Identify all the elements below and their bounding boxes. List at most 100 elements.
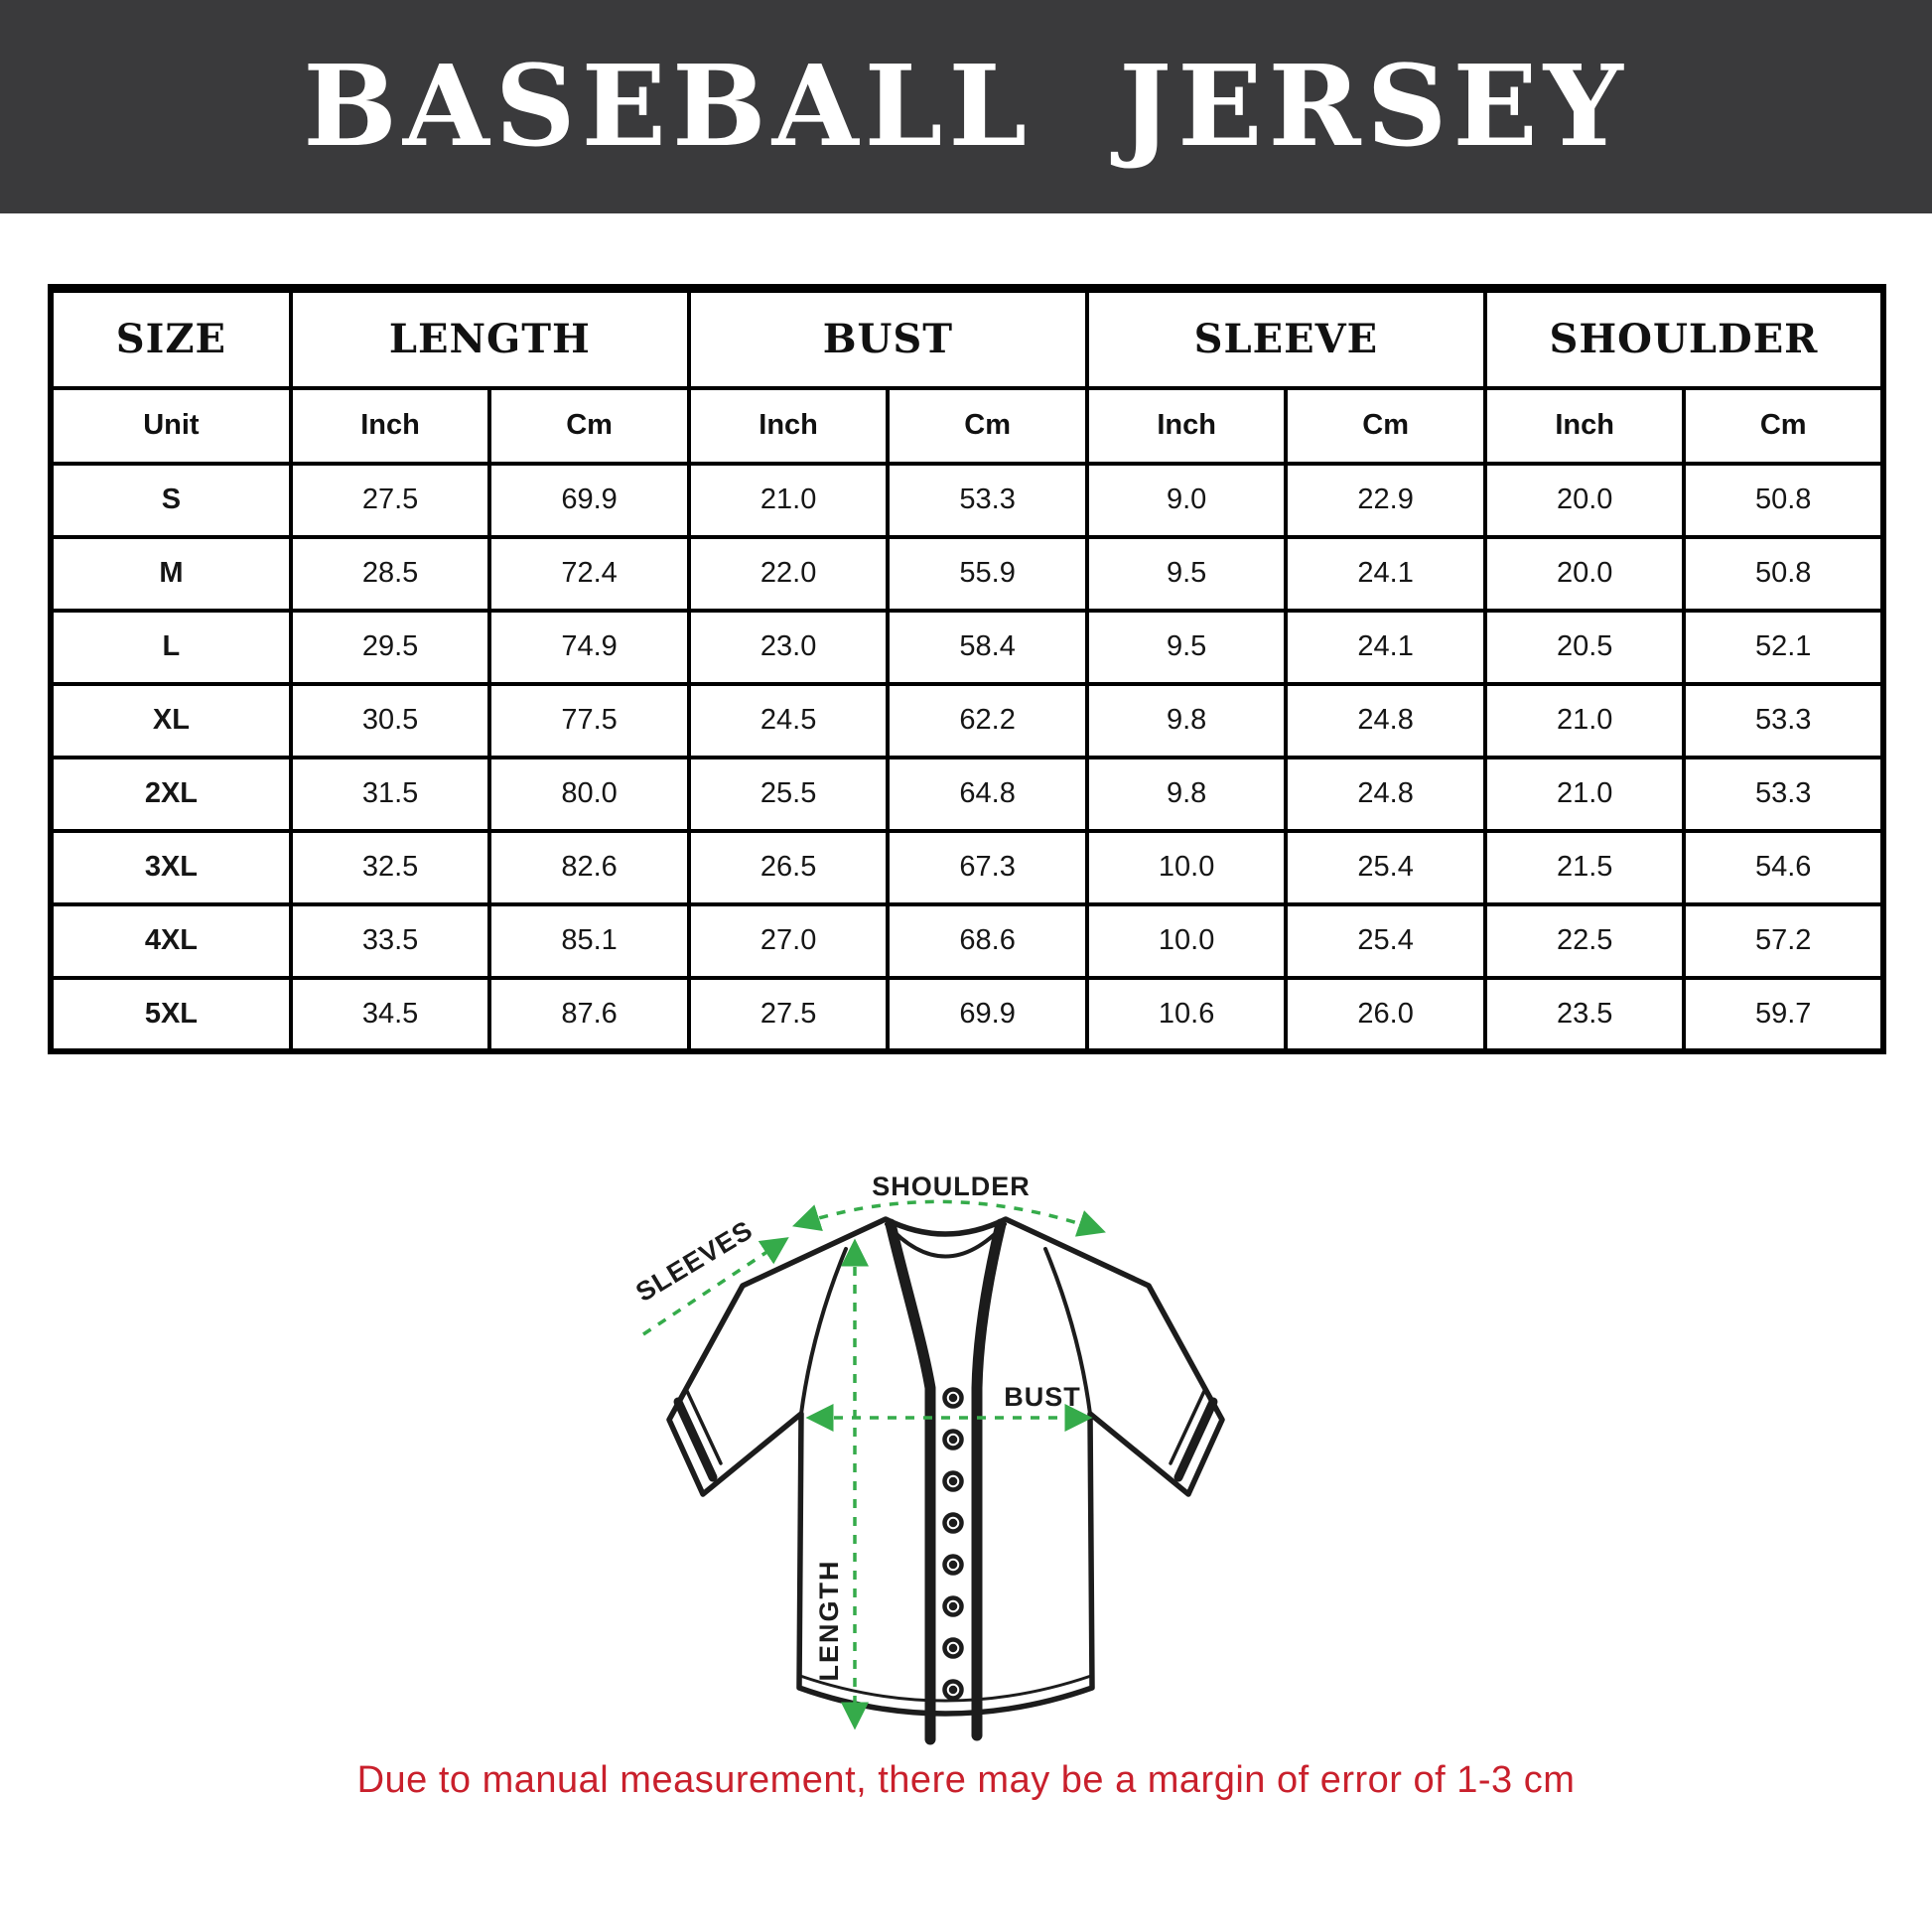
bust-label: BUST	[1004, 1382, 1081, 1412]
value-cell: 29.5	[288, 608, 492, 686]
value-cell: 59.7	[1682, 975, 1885, 1053]
unit-cell: Inch	[1482, 385, 1687, 466]
measurement-note: Due to manual measurement, there may be …	[356, 1759, 1576, 1801]
value-cell: 9.8	[1084, 755, 1289, 833]
measurement-arrows	[642, 1199, 1106, 1730]
value-cell: 24.1	[1284, 608, 1487, 686]
value-cell: 31.5	[288, 755, 492, 833]
size-cell: 4XL	[49, 901, 293, 980]
value-cell: 27.0	[686, 901, 891, 980]
jersey-measurement-diagram: SHOULDER SLEEVES BUST LENGTH	[596, 1152, 1320, 1757]
value-cell: 53.3	[1682, 755, 1885, 833]
value-cell: 21.0	[686, 461, 891, 539]
value-cell: 50.8	[1682, 461, 1885, 539]
value-cell: 53.3	[886, 461, 1089, 539]
placket-right-trim	[971, 1218, 1007, 1741]
jersey-body-path	[666, 1216, 1225, 1717]
value-cell: 20.0	[1482, 534, 1687, 613]
value-cell: 50.8	[1682, 534, 1885, 613]
value-cell: 26.0	[1284, 975, 1487, 1053]
value-cell: 22.0	[686, 534, 891, 613]
table-row: 3XL 32.5 82.6 26.5 67.3 10.0 25.4 21.5 54.6	[49, 828, 1885, 906]
title-banner: BASEBALL JERSEY	[0, 0, 1932, 213]
value-cell: 54.6	[1682, 828, 1885, 906]
value-cell: 87.6	[487, 975, 691, 1053]
size-cell: S	[49, 461, 293, 539]
value-cell: 53.3	[1682, 681, 1885, 759]
value-cell: 55.9	[886, 534, 1089, 613]
size-chart-table: SIZE LENGTH BUST SLEEVE SHOULDER Unit Inch Cm In…	[48, 284, 1886, 1054]
value-cell: 52.1	[1682, 608, 1885, 686]
value-cell: 21.0	[1482, 755, 1687, 833]
size-cell: 2XL	[49, 755, 293, 833]
value-cell: 27.5	[686, 975, 891, 1053]
unit-cell: Cm	[487, 385, 691, 466]
value-cell: 21.0	[1482, 681, 1687, 759]
table-row: M 28.5 72.4 22.0 55.9 9.5 24.1 20.0 50.8	[49, 534, 1885, 613]
value-cell: 85.1	[487, 901, 691, 980]
value-cell: 82.6	[487, 828, 691, 906]
value-cell: 27.5	[288, 461, 492, 539]
value-cell: 10.0	[1084, 828, 1289, 906]
value-cell: 9.5	[1084, 608, 1289, 686]
left-sleeve-stripe	[673, 1397, 718, 1482]
value-cell: 21.5	[1482, 828, 1687, 906]
value-cell: 10.0	[1084, 901, 1289, 980]
page-title: BASEBALL JERSEY	[303, 42, 1629, 172]
right-sleeve-stripe	[1173, 1397, 1218, 1482]
table-row: 5XL 34.5 87.6 27.5 69.9 10.6 26.0 23.5 59.7	[49, 975, 1885, 1053]
value-cell: 24.8	[1284, 681, 1487, 759]
value-cell: 80.0	[487, 755, 691, 833]
value-cell: 32.5	[288, 828, 492, 906]
value-cell: 62.2	[886, 681, 1089, 759]
value-cell: 23.0	[686, 608, 891, 686]
value-cell: 22.5	[1482, 901, 1687, 980]
table-row: S 27.5 69.9 21.0 53.3 9.0 22.9 20.0 50.8	[49, 461, 1885, 539]
value-cell: 58.4	[886, 608, 1089, 686]
value-cell: 9.0	[1084, 461, 1289, 539]
value-cell: 69.9	[886, 975, 1089, 1053]
value-cell: 25.5	[686, 755, 891, 833]
size-cell: 3XL	[49, 828, 293, 906]
table-row: L 29.5 74.9 23.0 58.4 9.5 24.1 20.5 52.1	[49, 608, 1885, 686]
value-cell: 20.0	[1482, 461, 1687, 539]
column-group-header: SLEEVE	[1084, 286, 1487, 390]
table-row: XL 30.5 77.5 24.5 62.2 9.8 24.8 21.0 53.3	[49, 681, 1885, 759]
value-cell: 25.4	[1284, 828, 1487, 906]
table-row: 2XL 31.5 80.0 25.5 64.8 9.8 24.8 21.0 53.3	[49, 755, 1885, 833]
size-cell: M	[49, 534, 293, 613]
value-cell: 25.4	[1284, 901, 1487, 980]
unit-cell: Cm	[1682, 385, 1885, 466]
value-cell: 24.1	[1284, 534, 1487, 613]
table-row: 4XL 33.5 85.1 27.0 68.6 10.0 25.4 22.5 57.2	[49, 901, 1885, 980]
jersey-outline-drawing	[666, 1216, 1225, 1745]
unit-cell: Inch	[1084, 385, 1289, 466]
value-cell: 20.5	[1482, 608, 1687, 686]
unit-cell: Cm	[1284, 385, 1487, 466]
unit-cell: Inch	[288, 385, 492, 466]
size-chart-body: SIZE LENGTH BUST SLEEVE SHOULDER Unit Inch Cm In…	[49, 286, 1886, 1053]
value-cell: 72.4	[487, 534, 691, 613]
value-cell: 68.6	[886, 901, 1089, 980]
value-cell: 10.6	[1084, 975, 1289, 1053]
value-cell: 26.5	[686, 828, 891, 906]
shoulder-label: SHOULDER	[872, 1172, 1031, 1201]
value-cell: 67.3	[886, 828, 1089, 906]
placket-left-trim	[885, 1218, 936, 1745]
value-cell: 9.8	[1084, 681, 1289, 759]
unit-cell: Unit	[49, 385, 293, 466]
size-cell: L	[49, 608, 293, 686]
value-cell: 23.5	[1482, 975, 1687, 1053]
value-cell: 24.5	[686, 681, 891, 759]
unit-cell: Cm	[886, 385, 1089, 466]
value-cell: 69.9	[487, 461, 691, 539]
value-cell: 22.9	[1284, 461, 1487, 539]
size-cell: 5XL	[49, 975, 293, 1053]
value-cell: 57.2	[1682, 901, 1885, 980]
value-cell: 33.5	[288, 901, 492, 980]
column-group-header: SIZE	[49, 286, 293, 390]
value-cell: 30.5	[288, 681, 492, 759]
unit-cell: Inch	[686, 385, 891, 466]
column-group-header: LENGTH	[288, 286, 691, 390]
value-cell: 28.5	[288, 534, 492, 613]
